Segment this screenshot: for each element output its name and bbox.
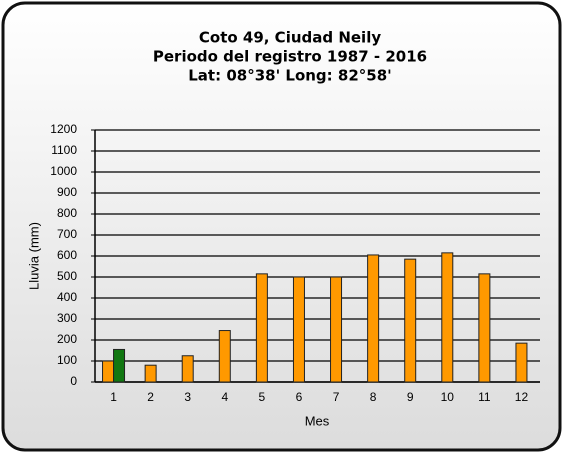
y-tick-label: 800 <box>57 206 77 220</box>
bar <box>515 342 528 383</box>
x-tick-label: 7 <box>333 390 340 404</box>
bar <box>181 355 194 383</box>
x-tick-label: 2 <box>147 390 154 404</box>
bar <box>144 364 157 383</box>
y-tick-label: 1200 <box>50 122 77 136</box>
y-tick-label: 100 <box>57 353 77 367</box>
chart-title: Periodo del registro 1987 - 2016 <box>153 48 427 66</box>
y-tick-label: 500 <box>57 269 77 283</box>
bar <box>330 276 343 383</box>
x-axis-title: Mes <box>305 413 330 428</box>
y-tick-label: 900 <box>57 185 77 199</box>
y-axis-title: Lluvia (mm) <box>26 222 41 290</box>
chart-title: Lat: 08°38' Long: 82°58' <box>188 67 391 85</box>
y-tick-label: 600 <box>57 248 77 262</box>
y-tick-label: 1100 <box>51 143 77 157</box>
bar <box>404 258 417 383</box>
x-tick-label: 1 <box>110 390 117 404</box>
x-tick-label: 5 <box>259 390 266 404</box>
x-tick-label: 9 <box>407 390 414 404</box>
x-tick-label: 3 <box>184 390 191 404</box>
bar <box>367 254 380 383</box>
bar <box>255 273 268 383</box>
x-tick-label: 10 <box>441 390 455 404</box>
x-tick-label: 12 <box>515 390 529 404</box>
bar <box>441 252 454 383</box>
y-tick-label: 1000 <box>50 164 77 178</box>
bar <box>478 273 491 383</box>
y-tick-label: 400 <box>57 290 77 304</box>
x-tick-label: 11 <box>478 390 491 404</box>
chart-title: Coto 49, Ciudad Neily <box>199 29 381 47</box>
bar <box>113 348 126 383</box>
x-tick-label: 8 <box>370 390 377 404</box>
y-tick-label: 300 <box>57 311 77 325</box>
bar <box>218 330 231 383</box>
bar <box>102 360 115 383</box>
x-tick-label: 4 <box>221 390 228 404</box>
y-tick-label: 700 <box>57 227 77 241</box>
y-tick-label: 200 <box>57 332 77 346</box>
y-tick-label: 0 <box>70 374 77 388</box>
bar <box>292 276 305 383</box>
x-tick-label: 6 <box>296 390 303 404</box>
